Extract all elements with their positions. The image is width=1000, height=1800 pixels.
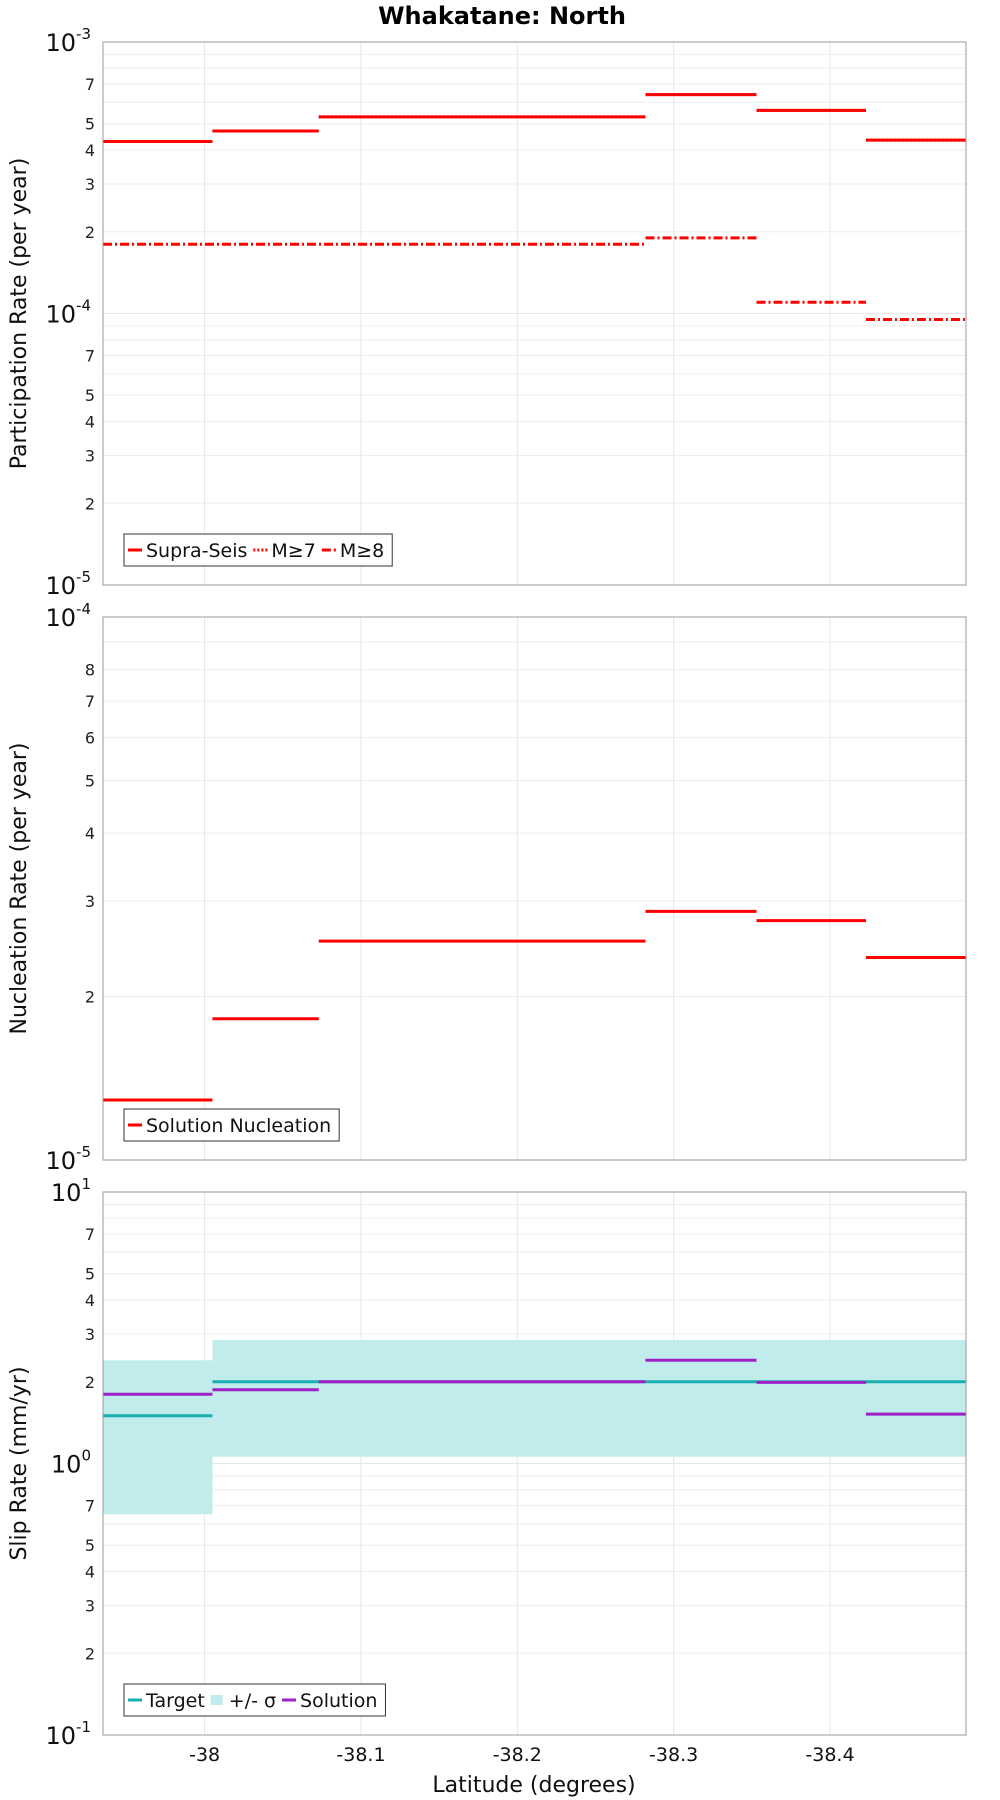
y-tick-label: 2 [85,494,95,513]
decade-exponent: -3 [76,25,91,43]
legend-label: M≥8 [340,540,384,562]
y-tick-label: 4 [85,1563,95,1582]
x-axis-label: Latitude (degrees) [432,1773,635,1798]
decade-exponent: -1 [76,1718,91,1736]
y-tick-decade: 10-1 [45,1718,91,1750]
grid-nucleation [103,617,966,1160]
decade-base: 10 [45,29,76,57]
y-tick-label: 7 [85,692,95,711]
y-tick-decade: 101 [51,1175,91,1207]
y-tick-decade: 10-4 [45,297,91,329]
grid-participation [103,42,966,585]
decade-exponent: -4 [76,600,91,618]
series-nucleation [103,909,966,1102]
legend-label: Target [145,1690,205,1712]
chart-title: Whakatane: North [378,2,626,30]
legend-box [123,1108,340,1142]
legend-label: Supra-Seis [146,540,247,562]
legend-nucleation: Solution Nucleation [123,1108,340,1142]
y-tick-decade: 10-5 [45,568,91,600]
y-tick-decade: 100 [51,1447,91,1479]
y-axis-label: Participation Rate (per year) [7,158,32,470]
y-tick-label: 2 [85,1373,95,1392]
legend-label: M≥7 [271,540,315,562]
decade-base: 10 [45,1722,76,1750]
series-slip [103,1358,966,1416]
y-tick-label: 5 [85,1536,95,1555]
x-tick-label: -38.1 [336,1744,385,1766]
series-participation [103,93,966,144]
y-tick-label: 4 [85,1291,95,1310]
y-tick-label: 4 [85,141,95,160]
y-tick-label: 5 [85,386,95,405]
y-tick-label: 2 [85,988,95,1007]
y-tick-label: 5 [85,115,95,134]
x-tick-label: -38 [189,1744,220,1766]
y-axis-label: Nucleation Rate (per year) [7,743,32,1035]
y-tick-label: 5 [85,771,95,790]
series-participation [103,93,966,144]
y-tick-label: 3 [85,892,95,911]
decade-exponent: -4 [76,297,91,315]
y-tick-label: 7 [85,1497,95,1516]
y-tick-label: 4 [85,413,95,432]
y-tick-label: 7 [85,1225,95,1244]
decade-base: 10 [45,1147,76,1175]
legend-label: +/- σ [229,1690,276,1712]
y-tick-decade: 10-3 [45,25,91,57]
y-tick-label: 3 [85,1596,95,1615]
y-tick-label: 2 [85,1644,95,1663]
band-slip [103,1340,966,1515]
legend-slip: Target +/- σ Solution [123,1683,386,1717]
legend-box [123,1683,386,1717]
x-axis-ticks: -38 -38.1 -38.2 -38.3 -38.4 [189,1744,854,1766]
x-tick-label: -38.4 [805,1744,854,1766]
legend-swatch [210,1695,223,1705]
y-tick-label: 7 [85,75,95,94]
y-tick-label: 3 [85,1325,95,1344]
decade-exponent: 0 [81,1447,91,1465]
decade-base: 10 [51,1451,82,1479]
y-tick-label: 2 [85,223,95,242]
decade-base: 10 [45,301,76,329]
y-tick-label: 5 [85,1265,95,1284]
y-tick-label: 6 [85,728,95,747]
y-tick-decade: 10-4 [45,600,91,632]
decade-exponent: -5 [76,1143,91,1161]
y-tick-label: 8 [85,661,95,680]
y-tick-decade: 10-5 [45,1143,91,1175]
series-participation [103,236,966,322]
x-tick-label: -38.2 [493,1744,542,1766]
decade-base: 10 [45,604,76,632]
legend-participation: Supra-Seis M≥7 M≥8 [123,533,393,567]
grid-slip [103,1192,966,1735]
legend-label: Solution [300,1690,377,1712]
legend-label: Solution Nucleation [146,1115,331,1137]
decade-base: 10 [45,572,76,600]
y-tick-label: 3 [85,446,95,465]
decade-exponent: 1 [81,1175,91,1193]
y-tick-label: 4 [85,824,95,843]
plot-frame [102,616,967,1161]
y-tick-label: 3 [85,175,95,194]
band-segment [103,1360,213,1515]
y-tick-label: 7 [85,347,95,366]
plot-frame [102,41,967,586]
y-axis-label: Slip Rate (mm/yr) [7,1366,32,1560]
decade-base: 10 [51,1179,82,1207]
plot-frame [102,1191,967,1736]
band-segment [212,1340,966,1457]
x-tick-label: -38.3 [649,1744,698,1766]
decade-exponent: -5 [76,568,91,586]
